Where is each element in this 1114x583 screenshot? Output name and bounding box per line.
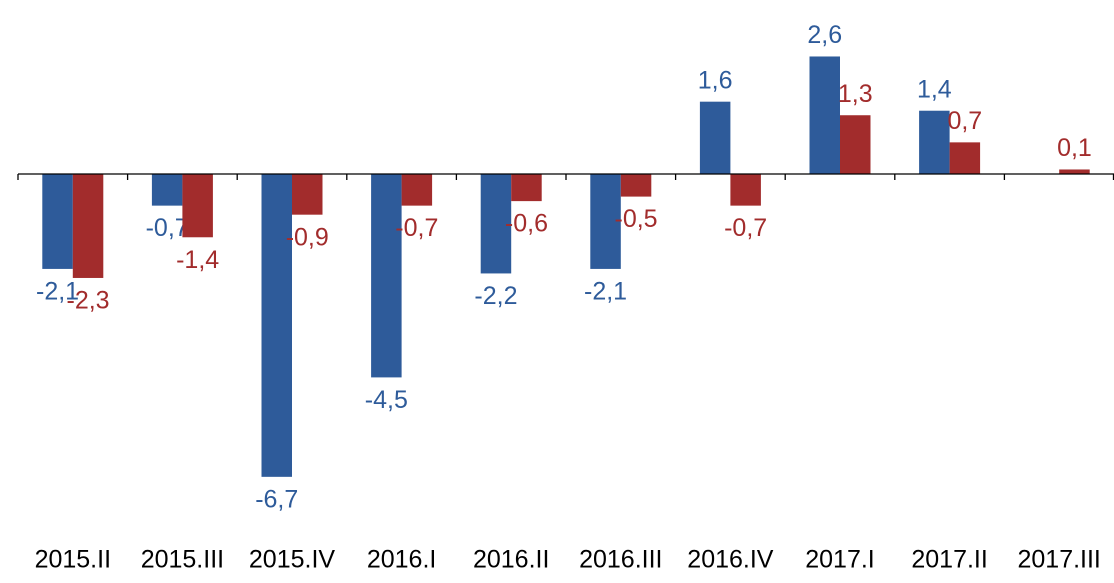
bar — [371, 174, 402, 378]
data-label: 0,1 — [1057, 134, 1092, 162]
data-label: -2,1 — [36, 278, 79, 306]
data-label: -0,7 — [724, 214, 767, 242]
data-label: 1,6 — [698, 66, 733, 94]
x-tick-label: 2015.IV — [249, 546, 336, 574]
bar — [292, 174, 323, 215]
data-label: 2,6 — [807, 21, 842, 49]
x-tick-label: 2015.II — [35, 546, 111, 574]
bar — [590, 174, 621, 269]
x-tick-label: 2016.IV — [687, 546, 774, 574]
bar — [620, 174, 652, 197]
bar — [1059, 169, 1090, 174]
data-label: -0,7 — [146, 214, 189, 242]
bar — [151, 174, 183, 206]
data-label: -4,5 — [365, 386, 408, 414]
data-label: -1,4 — [176, 246, 219, 274]
x-tick-label: 2017.I — [805, 546, 875, 574]
bar — [809, 56, 840, 175]
bar — [401, 174, 433, 206]
data-label: -6,7 — [255, 485, 298, 513]
bar — [72, 174, 104, 278]
data-label: 1,3 — [838, 80, 873, 108]
data-label: -2,1 — [584, 278, 627, 306]
bar — [919, 110, 950, 174]
data-label: 1,4 — [917, 75, 952, 103]
bar — [480, 174, 512, 274]
bar — [730, 174, 761, 206]
x-tick-label: 2015.III — [141, 546, 224, 574]
bar — [949, 142, 981, 174]
x-tick-label: 2017.III — [1017, 546, 1100, 574]
bar — [261, 174, 292, 477]
x-tick-label: 2016.III — [579, 546, 662, 574]
bar — [699, 101, 731, 174]
data-label: -2,3 — [67, 287, 110, 315]
data-label: -0,9 — [286, 223, 329, 251]
x-tick-label: 2016.II — [473, 546, 549, 574]
data-label: -0,5 — [615, 205, 658, 233]
bar — [840, 115, 871, 174]
data-label: -0,7 — [395, 214, 438, 242]
bar — [42, 174, 73, 269]
data-label: -2,2 — [474, 282, 517, 310]
data-label: -0,6 — [505, 210, 548, 238]
data-label: 0,7 — [947, 107, 982, 135]
bar — [182, 174, 213, 238]
x-tick-label: 2017.II — [911, 546, 987, 574]
bar — [511, 174, 542, 202]
x-tick-label: 2016.I — [367, 546, 437, 574]
